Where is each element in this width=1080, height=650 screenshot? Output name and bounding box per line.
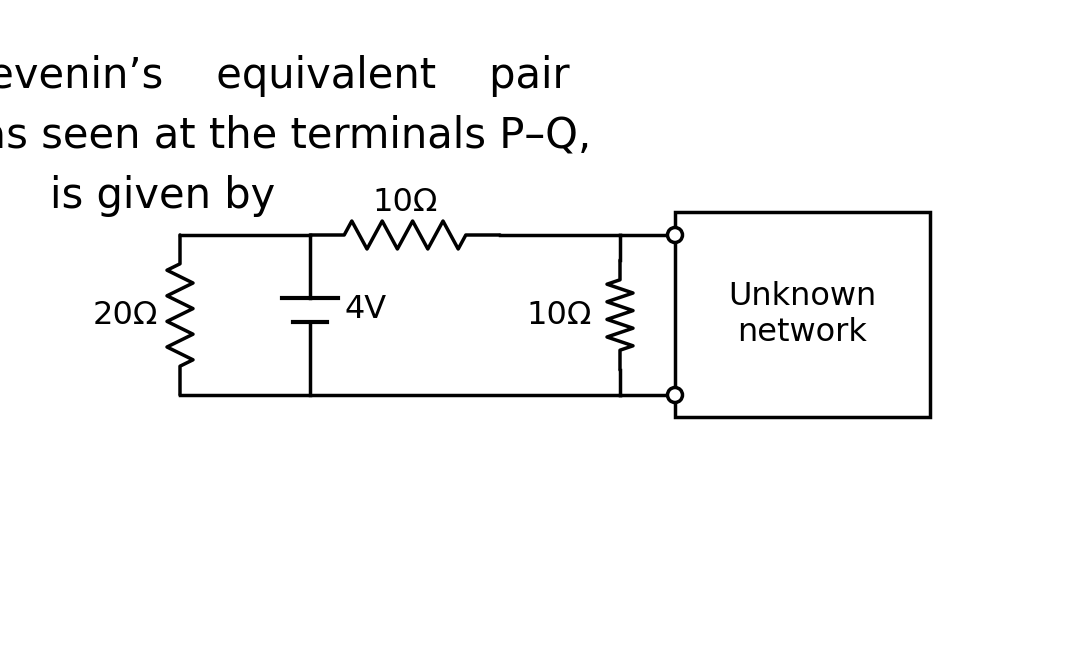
Circle shape: [667, 387, 683, 402]
Text: Unknown
network: Unknown network: [728, 281, 877, 348]
Text: (voltage, impedance), as seen at the terminals P–Q,: (voltage, impedance), as seen at the ter…: [0, 115, 591, 157]
Circle shape: [667, 227, 683, 242]
Text: 10Ω: 10Ω: [527, 300, 592, 330]
Text: 4V: 4V: [345, 294, 387, 326]
Text: In    Figure,    the    Thevenin’s    equivalent    pair: In Figure, the Thevenin’s equivalent pai…: [0, 55, 570, 97]
Bar: [675, 212, 930, 417]
Text: is given by: is given by: [50, 175, 275, 217]
Text: 10Ω: 10Ω: [373, 187, 437, 218]
Text: 20Ω: 20Ω: [93, 300, 158, 330]
